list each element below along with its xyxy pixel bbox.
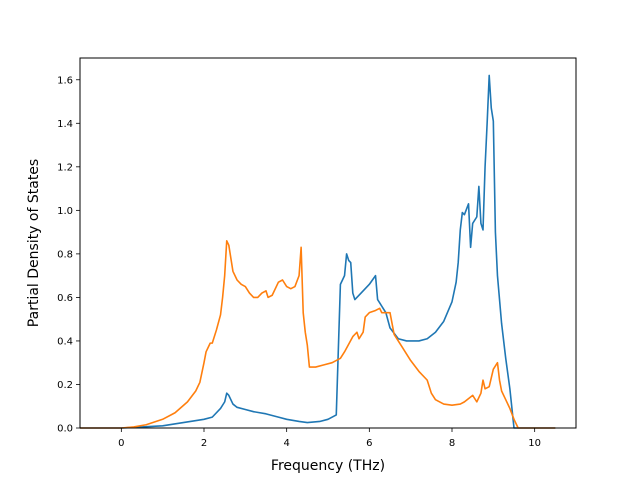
series-line-2 — [80, 240, 556, 429]
y-tick-label: 0.2 — [57, 380, 73, 391]
y-tick-label: 1.2 — [57, 162, 73, 173]
y-axis-label: Partial Density of States — [26, 159, 42, 327]
plot-area — [80, 58, 576, 428]
y-tick-label: 0.0 — [57, 424, 73, 435]
x-axis-label: Frequency (THz) — [271, 458, 385, 474]
y-axis-ticks: 0.0 0.2 0.4 0.6 0.8 1.0 1.2 1.4 1.6 — [57, 75, 80, 435]
x-tick-label: 8 — [449, 438, 455, 449]
x-tick-label: 10 — [528, 438, 541, 449]
axes-frame — [79, 57, 577, 429]
y-tick-label: 1.4 — [57, 119, 73, 130]
x-tick-label: 0 — [118, 438, 124, 449]
series-line-1 — [80, 74, 556, 429]
x-tick-label: 2 — [201, 438, 207, 449]
x-tick-label: 6 — [366, 438, 372, 449]
y-tick-label: 0.8 — [57, 249, 73, 260]
y-tick-label: 1.0 — [57, 206, 73, 217]
x-axis-ticks: 0 2 4 6 8 10 — [118, 428, 541, 449]
y-tick-label: 1.6 — [57, 75, 73, 86]
y-tick-label: 0.6 — [57, 293, 73, 304]
x-tick-label: 4 — [283, 438, 289, 449]
series-layer — [80, 74, 556, 429]
y-tick-label: 0.4 — [57, 336, 73, 347]
